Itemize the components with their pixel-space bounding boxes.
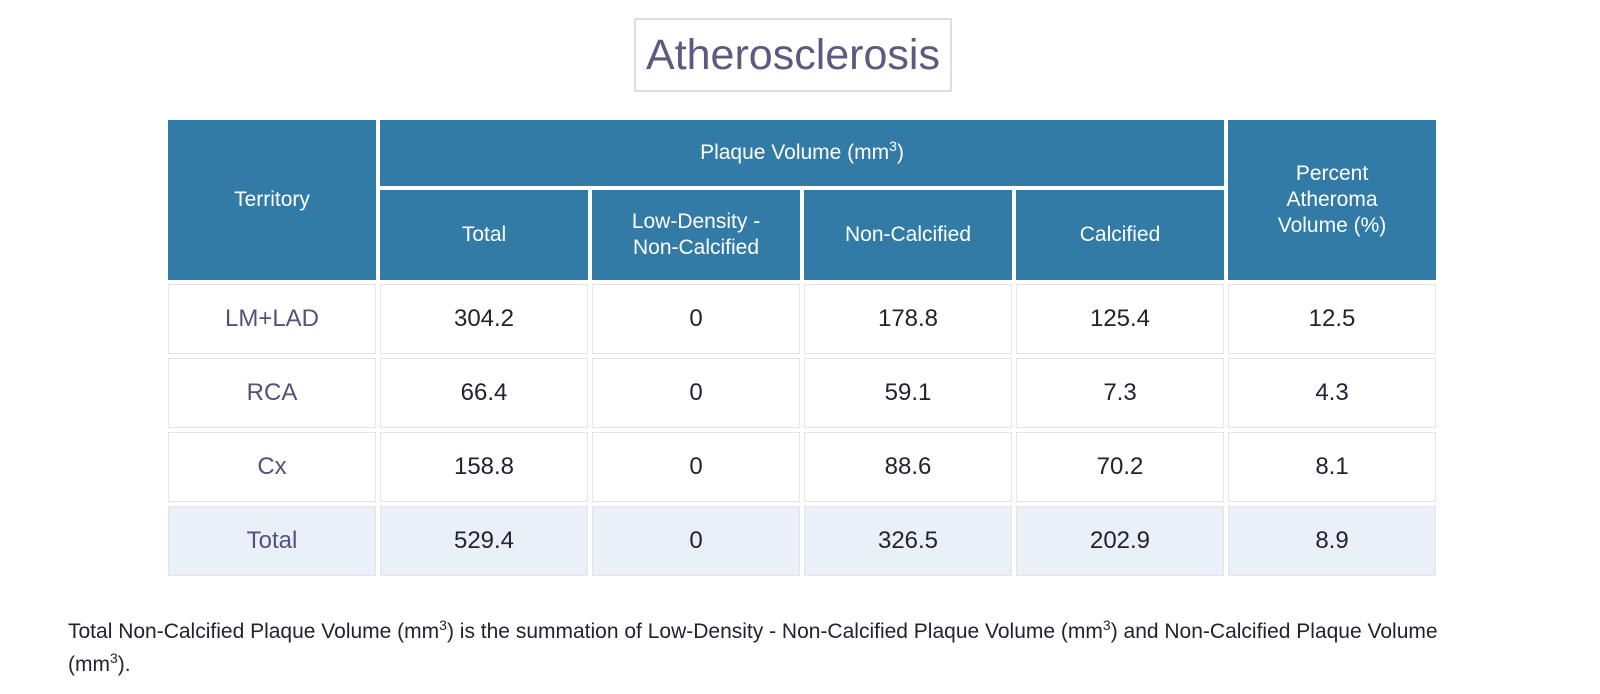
percent-cell: 8.1 [1228, 432, 1437, 502]
percent-cell: 12.5 [1228, 284, 1437, 354]
header-territory: Territory [168, 120, 376, 280]
total-cell: 158.8 [380, 432, 588, 502]
percent-cell: 8.9 [1228, 506, 1437, 576]
territory-cell: RCA [168, 358, 376, 428]
report-title: Atherosclerosis [634, 18, 952, 92]
non-calcified-cell: 326.5 [804, 506, 1012, 576]
non-calcified-cell: 59.1 [804, 358, 1012, 428]
calcified-cell: 125.4 [1016, 284, 1225, 354]
header-percent-atheroma-volume: Percent Atheroma Volume (%) [1228, 120, 1437, 280]
non-calcified-cell: 88.6 [804, 432, 1012, 502]
header-plaque-volume: Plaque Volume (mm3) [380, 120, 1225, 186]
subheader-non-calcified: Non-Calcified [804, 190, 1012, 280]
total-cell: 529.4 [380, 506, 588, 576]
non-calcified-cell: 178.8 [804, 284, 1012, 354]
calcified-cell: 7.3 [1016, 358, 1225, 428]
plaque-volume-table: Territory Plaque Volume (mm3) Percent At… [164, 116, 1440, 580]
territory-cell: Cx [168, 432, 376, 502]
table-total-row: Total 529.4 0 326.5 202.9 8.9 [168, 506, 1437, 576]
total-cell: 304.2 [380, 284, 588, 354]
footnote: Total Non-Calcified Plaque Volume (mm3) … [68, 617, 1438, 676]
table-row: Cx 158.8 0 88.6 70.2 8.1 [168, 432, 1437, 502]
territory-cell: Total [168, 506, 376, 576]
percent-cell: 4.3 [1228, 358, 1437, 428]
subheader-calcified: Calcified [1016, 190, 1225, 280]
total-cell: 66.4 [380, 358, 588, 428]
subheader-total: Total [380, 190, 588, 280]
territory-cell: LM+LAD [168, 284, 376, 354]
table-row: RCA 66.4 0 59.1 7.3 4.3 [168, 358, 1437, 428]
low-density-cell: 0 [592, 506, 800, 576]
low-density-cell: 0 [592, 358, 800, 428]
low-density-cell: 0 [592, 432, 800, 502]
table-row: LM+LAD 304.2 0 178.8 125.4 12.5 [168, 284, 1437, 354]
calcified-cell: 70.2 [1016, 432, 1225, 502]
low-density-cell: 0 [592, 284, 800, 354]
calcified-cell: 202.9 [1016, 506, 1225, 576]
subheader-low-density-non-calcified: Low-Density - Non-Calcified [592, 190, 800, 280]
